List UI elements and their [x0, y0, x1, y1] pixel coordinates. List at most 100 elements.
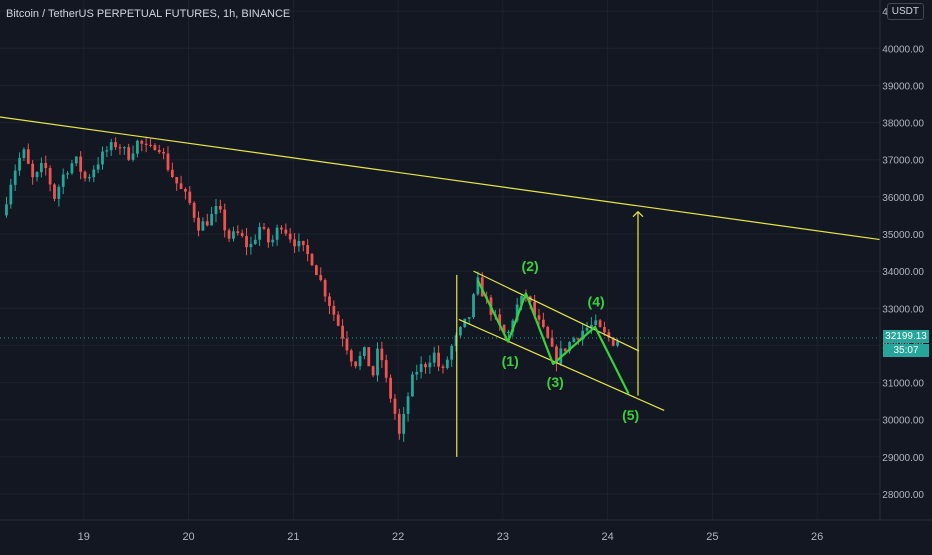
candle-down — [288, 233, 292, 240]
y-tick-label: 36000.00 — [882, 193, 924, 204]
candle-up — [363, 347, 366, 356]
candle-down — [170, 169, 174, 177]
candle-up — [507, 331, 510, 333]
x-tick-label: 25 — [706, 531, 718, 543]
candle-down — [127, 147, 131, 160]
candle-up — [88, 177, 91, 179]
candle-down — [157, 149, 161, 153]
candle-down — [341, 325, 344, 339]
candle-up — [459, 327, 462, 336]
x-tick-label: 22 — [392, 531, 404, 543]
candle-down — [480, 277, 484, 297]
candle-up — [419, 364, 423, 372]
y-tick-label: 40000.00 — [882, 44, 924, 55]
wave-label: (5) — [622, 407, 639, 423]
x-tick-label: 19 — [78, 531, 90, 543]
x-tick-label: 26 — [811, 531, 823, 543]
candle-up — [39, 163, 43, 173]
candle-up — [9, 184, 13, 205]
candle-up — [253, 239, 257, 244]
y-tick-label: 28000.00 — [882, 490, 924, 501]
candle-up — [376, 348, 379, 376]
candle-up — [96, 164, 100, 170]
candle-up — [74, 156, 78, 164]
candle-down — [166, 153, 170, 170]
candle-down — [162, 152, 165, 154]
candle-up — [415, 371, 419, 375]
candle-up — [210, 214, 214, 226]
currency-badge[interactable]: USDT — [886, 3, 924, 20]
y-tick-label: 33000.00 — [882, 304, 924, 315]
y-tick-label: 39000.00 — [882, 81, 924, 92]
candle-up — [616, 341, 619, 346]
candle-up — [122, 147, 126, 149]
candle-down — [323, 279, 327, 297]
candle-up — [467, 317, 471, 319]
candle-down — [384, 360, 388, 378]
candle-down — [332, 305, 336, 315]
candle-down — [293, 239, 296, 247]
candle-up — [214, 205, 218, 215]
candle-down — [371, 366, 375, 376]
grid — [0, 0, 880, 520]
candle-down — [262, 226, 266, 229]
candle-down — [192, 202, 196, 218]
elliott-wave-line — [476, 279, 630, 395]
drawings[interactable]: (1) (2) (3) (4) (5) — [0, 116, 881, 457]
y-tick-label: 37000.00 — [882, 156, 924, 167]
x-tick-label: 23 — [497, 531, 509, 543]
candle-up — [201, 221, 205, 231]
candle-up — [411, 374, 414, 397]
candle-up — [515, 304, 519, 321]
candle-down — [314, 265, 318, 276]
y-tick-label: 31000.00 — [882, 379, 924, 390]
candle-down — [179, 183, 183, 189]
candle-down — [31, 163, 35, 178]
candle-down — [188, 191, 192, 203]
candle-down — [184, 188, 187, 192]
candle-down — [424, 364, 427, 368]
candle-down — [310, 253, 314, 266]
candle-down — [53, 184, 56, 199]
candle-up — [5, 204, 8, 216]
x-tick-label: 24 — [601, 531, 613, 543]
candle-up — [105, 150, 109, 152]
x-tick-label: 20 — [182, 531, 194, 543]
candle-down — [118, 147, 122, 149]
candle-down — [319, 275, 323, 280]
candle-up — [101, 151, 104, 165]
candle-up — [585, 327, 589, 331]
x-axis-labels: 19 20 21 22 23 24 25 26 — [78, 531, 824, 543]
candle-down — [26, 149, 30, 164]
wave-label: (2) — [522, 258, 539, 274]
candle-up — [572, 338, 576, 343]
candle-down — [537, 315, 541, 320]
candle-down — [48, 168, 52, 185]
candle-up — [472, 294, 475, 318]
candle-up — [594, 320, 598, 325]
y-tick-label: 35000.00 — [882, 230, 924, 241]
candle-up — [271, 239, 275, 243]
candle-down — [550, 337, 554, 347]
candle-down — [441, 366, 445, 368]
candle-up — [581, 330, 585, 340]
candle-down — [306, 245, 310, 254]
candle-up — [297, 240, 301, 247]
candle-down — [218, 205, 222, 210]
wave-label: (4) — [588, 293, 605, 309]
candle-up — [66, 173, 69, 175]
candle-up — [445, 359, 449, 368]
y-tick-label: 30000.00 — [882, 416, 924, 427]
candle-up — [476, 277, 480, 295]
candle-up — [57, 186, 61, 199]
candle-down — [607, 332, 611, 338]
wave-label: (1) — [502, 353, 519, 369]
candle-up — [463, 318, 467, 328]
candle-down — [502, 324, 506, 333]
candle-down — [354, 361, 358, 367]
candle-up — [22, 149, 26, 158]
candle-up — [589, 324, 593, 328]
